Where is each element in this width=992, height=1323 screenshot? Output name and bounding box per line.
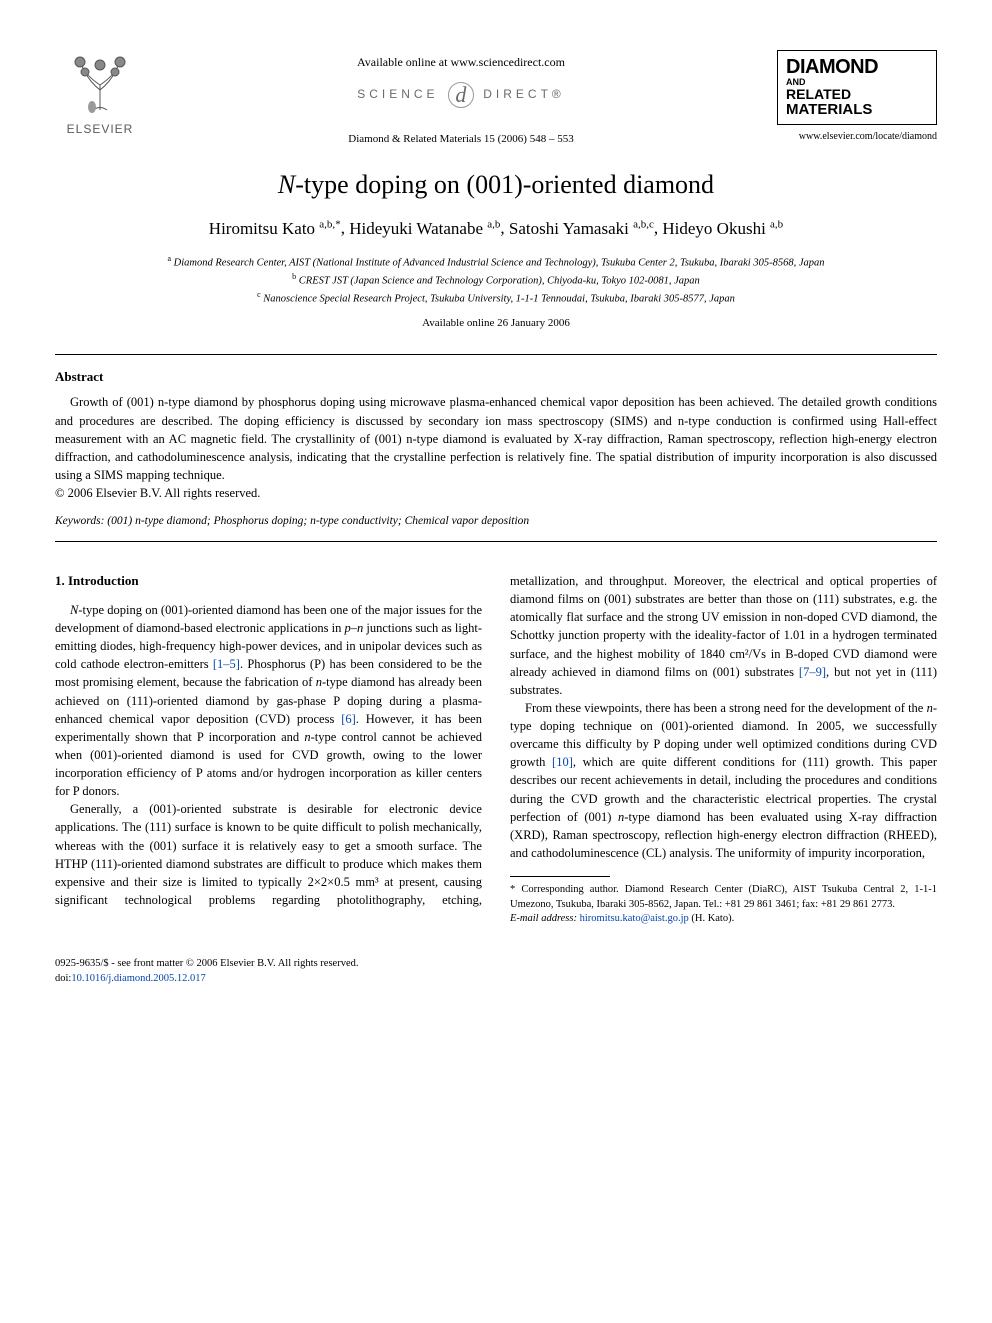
divider-top bbox=[55, 354, 937, 355]
doi-line: doi:10.1016/j.diamond.2005.12.017 bbox=[55, 972, 937, 987]
affiliation-c: c Nanoscience Special Research Project, … bbox=[55, 289, 937, 307]
journal-badge: DIAMOND AND RELATED MATERIALS www.elsevi… bbox=[777, 50, 937, 142]
journal-reference: Diamond & Related Materials 15 (2006) 54… bbox=[145, 133, 777, 145]
page-header: ELSEVIER Available online at www.science… bbox=[55, 50, 937, 145]
sciencedirect-d-icon: d bbox=[448, 82, 474, 108]
affiliations: a Diamond Research Center, AIST (Nationa… bbox=[55, 253, 937, 308]
title-rest: -type doping on (001)-oriented diamond bbox=[295, 170, 714, 199]
badge-line-related: RELATED bbox=[786, 87, 928, 102]
ref-link-6[interactable]: [6] bbox=[341, 712, 356, 726]
author-2: Hideyuki Watanabe a,b bbox=[349, 219, 500, 238]
badge-line-diamond: DIAMOND bbox=[786, 57, 928, 78]
keywords-line: Keywords: (001) n-type diamond; Phosphor… bbox=[55, 515, 937, 527]
affiliation-a: a Diamond Research Center, AIST (Nationa… bbox=[55, 253, 937, 271]
sciencedirect-right: DIRECT® bbox=[483, 87, 565, 101]
body-columns: 1. Introduction N-type doping on (001)-o… bbox=[55, 572, 937, 927]
author-3: Satoshi Yamasaki a,b,c bbox=[509, 219, 654, 238]
abstract-copyright: © 2006 Elsevier B.V. All rights reserved… bbox=[55, 486, 937, 501]
intro-paragraph-1: N-type doping on (001)-oriented diamond … bbox=[55, 601, 482, 800]
elsevier-logo-block: ELSEVIER bbox=[55, 50, 145, 136]
abstract-heading: Abstract bbox=[55, 369, 937, 385]
title-prefix-italic: N bbox=[278, 170, 295, 199]
divider-bottom bbox=[55, 541, 937, 542]
available-online-text: Available online at www.sciencedirect.co… bbox=[145, 55, 777, 70]
ref-link-1-5[interactable]: [1–5] bbox=[213, 657, 240, 671]
article-title: N-type doping on (001)-oriented diamond bbox=[55, 170, 937, 200]
elsevier-tree-icon bbox=[65, 50, 135, 120]
badge-line-materials: MATERIALS bbox=[786, 102, 928, 118]
ref-link-10[interactable]: [10] bbox=[552, 755, 573, 769]
author-1: Hiromitsu Kato a,b,* bbox=[209, 219, 341, 238]
footnote-separator bbox=[510, 876, 610, 877]
footnote-email-label: E-mail address: bbox=[510, 913, 577, 924]
abstract-body: Growth of (001) n-type diamond by phosph… bbox=[55, 393, 937, 484]
footnote-corresponding: * Corresponding author. Diamond Research… bbox=[510, 883, 937, 912]
elsevier-label: ELSEVIER bbox=[67, 122, 134, 136]
journal-url: www.elsevier.com/locate/diamond bbox=[777, 131, 937, 142]
doi-label: doi: bbox=[55, 973, 71, 984]
journal-badge-box: DIAMOND AND RELATED MATERIALS bbox=[777, 50, 937, 125]
sciencedirect-logo: SCIENCE d DIRECT® bbox=[145, 82, 777, 108]
section-1-heading: 1. Introduction bbox=[55, 572, 482, 591]
keywords-label: Keywords: bbox=[55, 515, 104, 527]
author-4: Hideyo Okushi a,b bbox=[662, 219, 783, 238]
footnote-email-line: E-mail address: hiromitsu.kato@aist.go.j… bbox=[510, 912, 937, 927]
intro-paragraph-3: From these viewpoints, there has been a … bbox=[510, 699, 937, 862]
footnote-email-link[interactable]: hiromitsu.kato@aist.go.jp bbox=[580, 913, 689, 924]
available-online-date: Available online 26 January 2006 bbox=[55, 317, 937, 329]
ref-link-7-9[interactable]: [7–9] bbox=[799, 665, 826, 679]
bottom-matter: 0925-9635/$ - see front matter © 2006 El… bbox=[55, 957, 937, 986]
issn-line: 0925-9635/$ - see front matter © 2006 El… bbox=[55, 957, 937, 972]
affiliation-b: b CREST JST (Japan Science and Technolog… bbox=[55, 271, 937, 289]
sciencedirect-left: SCIENCE bbox=[357, 87, 438, 101]
center-header: Available online at www.sciencedirect.co… bbox=[145, 50, 777, 145]
doi-link[interactable]: 10.1016/j.diamond.2005.12.017 bbox=[71, 973, 205, 984]
keywords-text: (001) n-type diamond; Phosphorus doping;… bbox=[104, 515, 529, 527]
authors-line: Hiromitsu Kato a,b,*, Hideyuki Watanabe … bbox=[55, 218, 937, 239]
footnotes: * Corresponding author. Diamond Research… bbox=[510, 883, 937, 927]
footnote-email-suffix: (H. Kato). bbox=[689, 913, 735, 924]
